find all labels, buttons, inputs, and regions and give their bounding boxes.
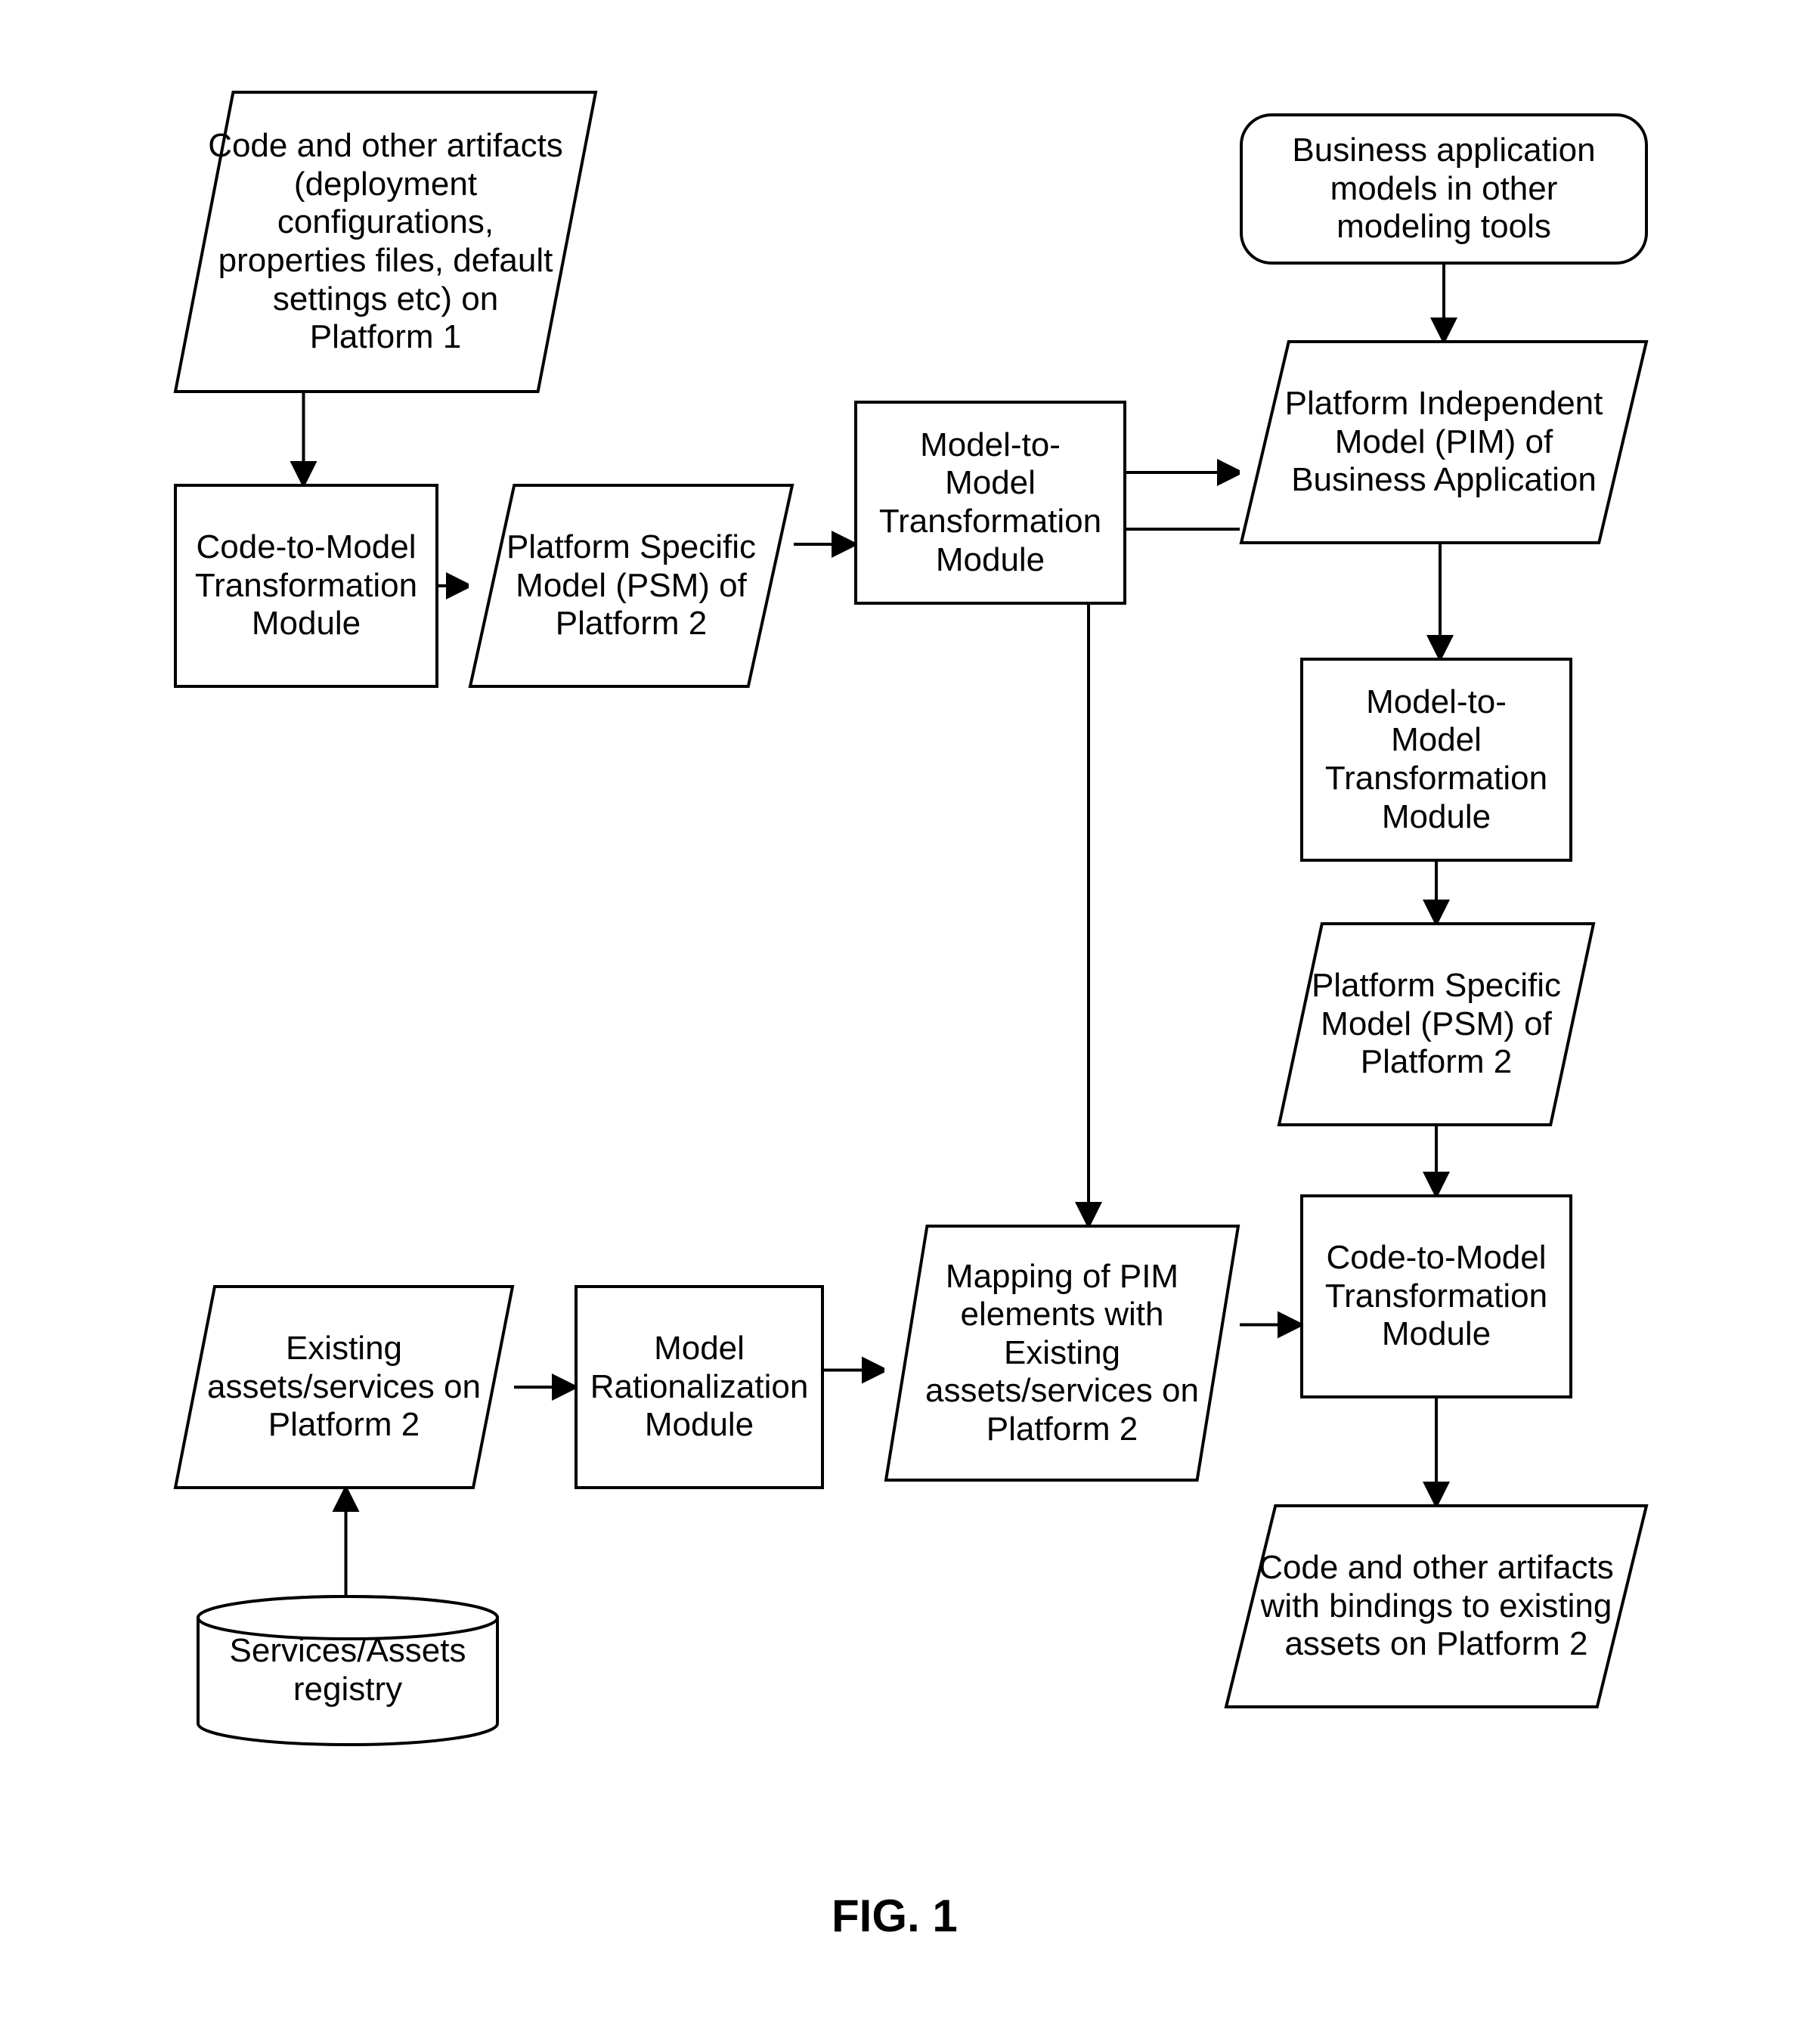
edge [1089, 529, 1262, 1225]
node-label: Code-to-Model Transformation Module [174, 528, 438, 643]
node-label: Model-to-Model Transformation Module [854, 426, 1126, 579]
node-label: Mapping of PIM elements with Existing as… [884, 1258, 1240, 1449]
diagram-canvas: Code and other artifacts (deployment con… [0, 0, 1815, 2044]
node-pim: Platform Independent Model (PIM) of Busi… [1240, 340, 1648, 544]
node-c2m_1: Code-to-Model Transformation Module [174, 484, 438, 688]
node-label: Code and other artifacts with bindings t… [1225, 1549, 1648, 1664]
node-label: Platform Specific Model (PSM) of Platfor… [1278, 967, 1595, 1082]
node-biz_models: Business application models in other mod… [1240, 113, 1648, 265]
node-label: Model-to-Model Transformation Module [1300, 683, 1572, 836]
node-psm1_p2: Platform Specific Model (PSM) of Platfor… [469, 484, 794, 688]
node-code_p1: Code and other artifacts (deployment con… [174, 91, 597, 393]
node-label: Code and other artifacts (deployment con… [174, 127, 597, 357]
figure-label: FIG. 1 [832, 1890, 958, 1942]
node-label: Code-to-Model Transformation Module [1300, 1239, 1572, 1354]
node-label: Platform Specific Model (PSM) of Platfor… [469, 528, 794, 643]
node-label: Services/Assets registry [197, 1632, 499, 1708]
node-label: Platform Independent Model (PIM) of Busi… [1240, 385, 1648, 500]
node-rationalize: Model Rationalization Module [575, 1285, 824, 1489]
node-m2m_2: Model-to-Model Transformation Module [1300, 658, 1572, 862]
node-registry: Services/Assets registry [197, 1595, 499, 1746]
node-m2m_1: Model-to-Model Transformation Module [854, 401, 1126, 605]
node-c2m_2: Code-to-Model Transformation Module [1300, 1194, 1572, 1398]
node-existing_assets: Existing assets/services on Platform 2 [174, 1285, 514, 1489]
node-code_p2: Code and other artifacts with bindings t… [1225, 1504, 1648, 1708]
node-label: Business application models in other mod… [1240, 132, 1648, 246]
node-mapping: Mapping of PIM elements with Existing as… [884, 1225, 1240, 1482]
node-label: Model Rationalization Module [571, 1330, 829, 1445]
node-psm2_p2: Platform Specific Model (PSM) of Platfor… [1278, 922, 1595, 1126]
node-label: Existing assets/services on Platform 2 [174, 1330, 514, 1445]
